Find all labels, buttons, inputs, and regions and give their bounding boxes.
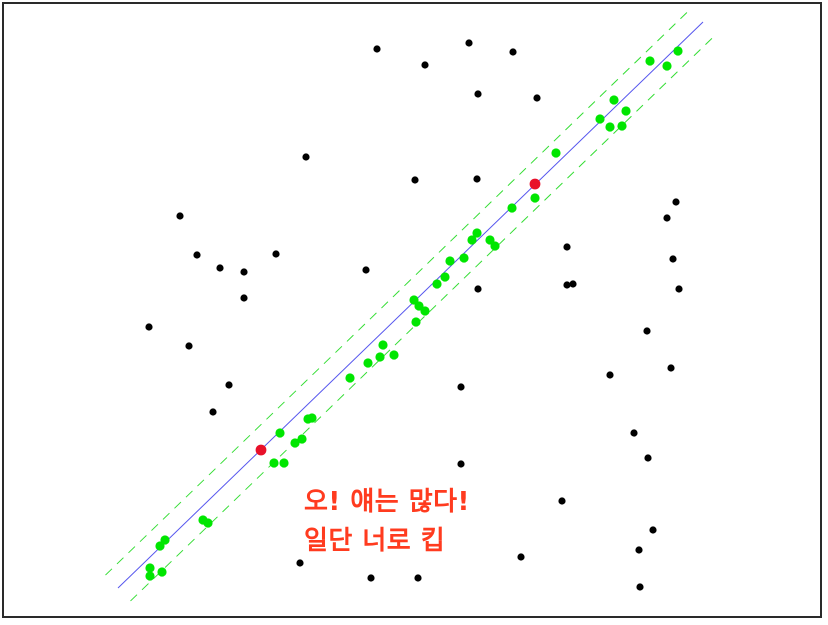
outlier-point — [675, 285, 683, 293]
outlier-point — [240, 268, 248, 276]
inlier-point — [389, 350, 399, 360]
inlier-point — [673, 46, 683, 56]
outlier-point — [457, 383, 465, 391]
outlier-point — [145, 323, 153, 331]
sample-point — [529, 178, 541, 190]
threshold-line-upper — [130, 34, 716, 602]
outlier-point — [649, 526, 657, 534]
outlier-point — [209, 408, 217, 416]
inlier-point — [269, 458, 279, 468]
outlier-point — [176, 212, 184, 220]
inlier-point — [203, 518, 213, 528]
outlier-point — [667, 364, 675, 372]
outlier-point — [517, 553, 525, 561]
outlier-point — [669, 255, 677, 263]
outlier-point — [643, 327, 651, 335]
outlier-point — [563, 281, 571, 289]
outlier-point — [367, 574, 375, 582]
outlier-point — [421, 61, 429, 69]
inlier-point — [530, 193, 540, 203]
inlier-point — [472, 228, 482, 238]
outlier-point — [635, 546, 643, 554]
threshold-line-lower — [105, 8, 691, 576]
outlier-point — [563, 243, 571, 251]
inlier-point — [440, 272, 450, 282]
inlier-point — [157, 567, 167, 577]
outlier-point — [533, 94, 541, 102]
fit-line — [117, 21, 704, 589]
outlier-point — [373, 45, 381, 53]
inlier-point — [345, 373, 355, 383]
inlier-point — [445, 256, 455, 266]
outlier-point — [569, 280, 577, 288]
outlier-point — [509, 48, 517, 56]
outlier-point — [411, 176, 419, 184]
outlier-point — [663, 214, 671, 222]
outlier-point — [193, 251, 201, 259]
inlier-point — [145, 571, 155, 581]
figure-frame — [2, 2, 822, 618]
outlier-point — [465, 39, 473, 47]
outlier-point — [606, 371, 614, 379]
outlier-point — [414, 574, 422, 582]
outlier-point — [225, 381, 233, 389]
outlier-point — [185, 342, 193, 350]
inlier-point — [279, 458, 289, 468]
outlier-point — [302, 153, 310, 161]
inlier-point — [617, 121, 627, 131]
inlier-point — [645, 56, 655, 66]
annotation-line-2: 일단 너로 킵 — [304, 526, 446, 556]
outlier-point — [474, 285, 482, 293]
inlier-point — [490, 241, 500, 251]
inlier-point — [621, 106, 631, 116]
inlier-point — [145, 563, 155, 573]
inlier-point — [307, 413, 317, 423]
outlier-point — [558, 497, 566, 505]
inlier-point — [275, 428, 285, 438]
inlier-point — [363, 358, 373, 368]
inlier-point — [595, 114, 605, 124]
inlier-point — [420, 306, 430, 316]
outlier-point — [630, 429, 638, 437]
inlier-point — [605, 122, 615, 132]
inlier-point — [662, 61, 672, 71]
inlier-point — [160, 535, 170, 545]
outlier-point — [636, 583, 644, 591]
outlier-point — [272, 250, 280, 258]
outlier-point — [240, 294, 248, 302]
inlier-point — [459, 253, 469, 263]
outlier-point — [296, 559, 304, 567]
inlier-point — [375, 352, 385, 362]
outlier-point — [644, 454, 652, 462]
inlier-point — [378, 340, 388, 350]
inlier-point — [432, 279, 442, 289]
inlier-point — [411, 317, 421, 327]
inlier-point — [290, 438, 300, 448]
outlier-point — [216, 264, 224, 272]
inlier-point — [609, 95, 619, 105]
inlier-point — [507, 203, 517, 213]
outlier-point — [473, 175, 481, 183]
sample-point — [255, 444, 267, 456]
outlier-point — [672, 198, 680, 206]
inlier-point — [551, 148, 561, 158]
outlier-point — [457, 460, 465, 468]
inlier-point — [297, 434, 307, 444]
outlier-point — [474, 90, 482, 98]
inlier-point — [467, 235, 477, 245]
outlier-point — [362, 266, 370, 274]
annotation-line-1: 오! 얘는 많다! — [304, 487, 470, 517]
